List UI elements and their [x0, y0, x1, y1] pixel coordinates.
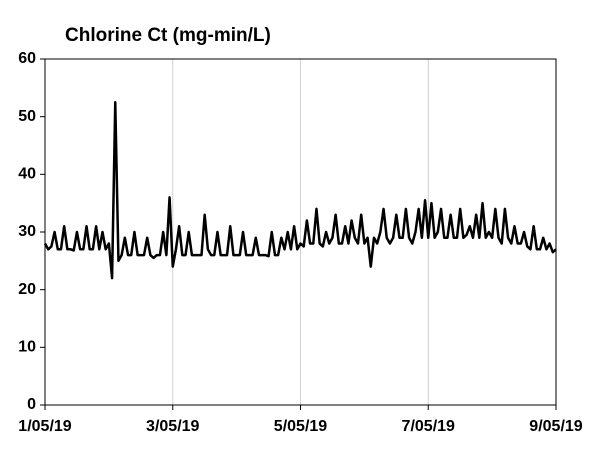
x-tick-label: 3/05/19: [146, 418, 199, 435]
y-tick-label: 10: [18, 339, 36, 356]
x-tick-label: 9/05/19: [529, 418, 582, 435]
x-tick-label: 7/05/19: [402, 418, 455, 435]
y-tick-label: 20: [18, 281, 36, 298]
x-tick-label: 5/05/19: [274, 418, 327, 435]
chart-title: Chlorine Ct (mg-min/L): [65, 25, 271, 46]
y-tick-label: 50: [18, 108, 36, 125]
x-tick-label: 1/05/19: [18, 418, 71, 435]
y-tick-label: 0: [27, 396, 36, 413]
y-tick-label: 40: [18, 166, 36, 183]
data-line: [43, 101, 557, 280]
y-tick-label: 60: [18, 50, 36, 67]
plot-frame: [44, 58, 557, 406]
y-tick-label: 30: [18, 223, 36, 240]
